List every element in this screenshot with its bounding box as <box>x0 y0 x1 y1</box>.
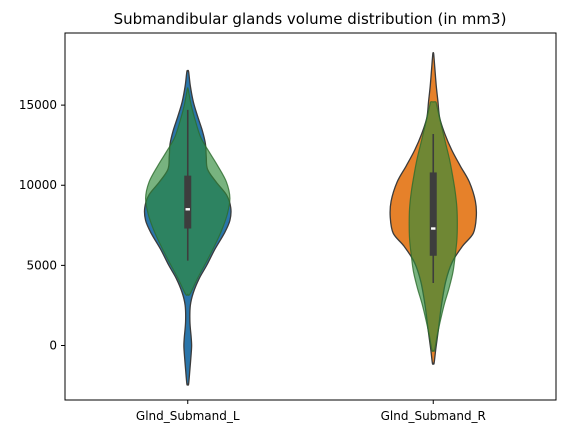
x-axis: Glnd_Submand_L Glnd_Submand_R <box>136 400 486 423</box>
x-tick-label: Glnd_Submand_R <box>381 409 486 423</box>
y-tick-label: 10000 <box>19 178 57 192</box>
box-iqr <box>429 172 437 256</box>
violin-group-Glnd_Submand_R <box>389 52 478 365</box>
box-median <box>431 227 436 230</box>
chart-title: Submandibular glands volume distribution… <box>114 10 507 28</box>
box-median <box>185 208 190 211</box>
y-tick-label: 15000 <box>19 98 57 112</box>
violin-group-Glnd_Submand_L <box>143 69 232 386</box>
y-tick-label: 5000 <box>26 258 57 272</box>
plot-frame <box>64 32 557 401</box>
plot-area <box>143 52 478 386</box>
y-tick-label: 0 <box>49 339 57 353</box>
y-axis: 0 5000 10000 15000 <box>19 98 65 353</box>
x-tick-label: Glnd_Submand_L <box>136 409 240 423</box>
box-iqr <box>184 175 192 229</box>
